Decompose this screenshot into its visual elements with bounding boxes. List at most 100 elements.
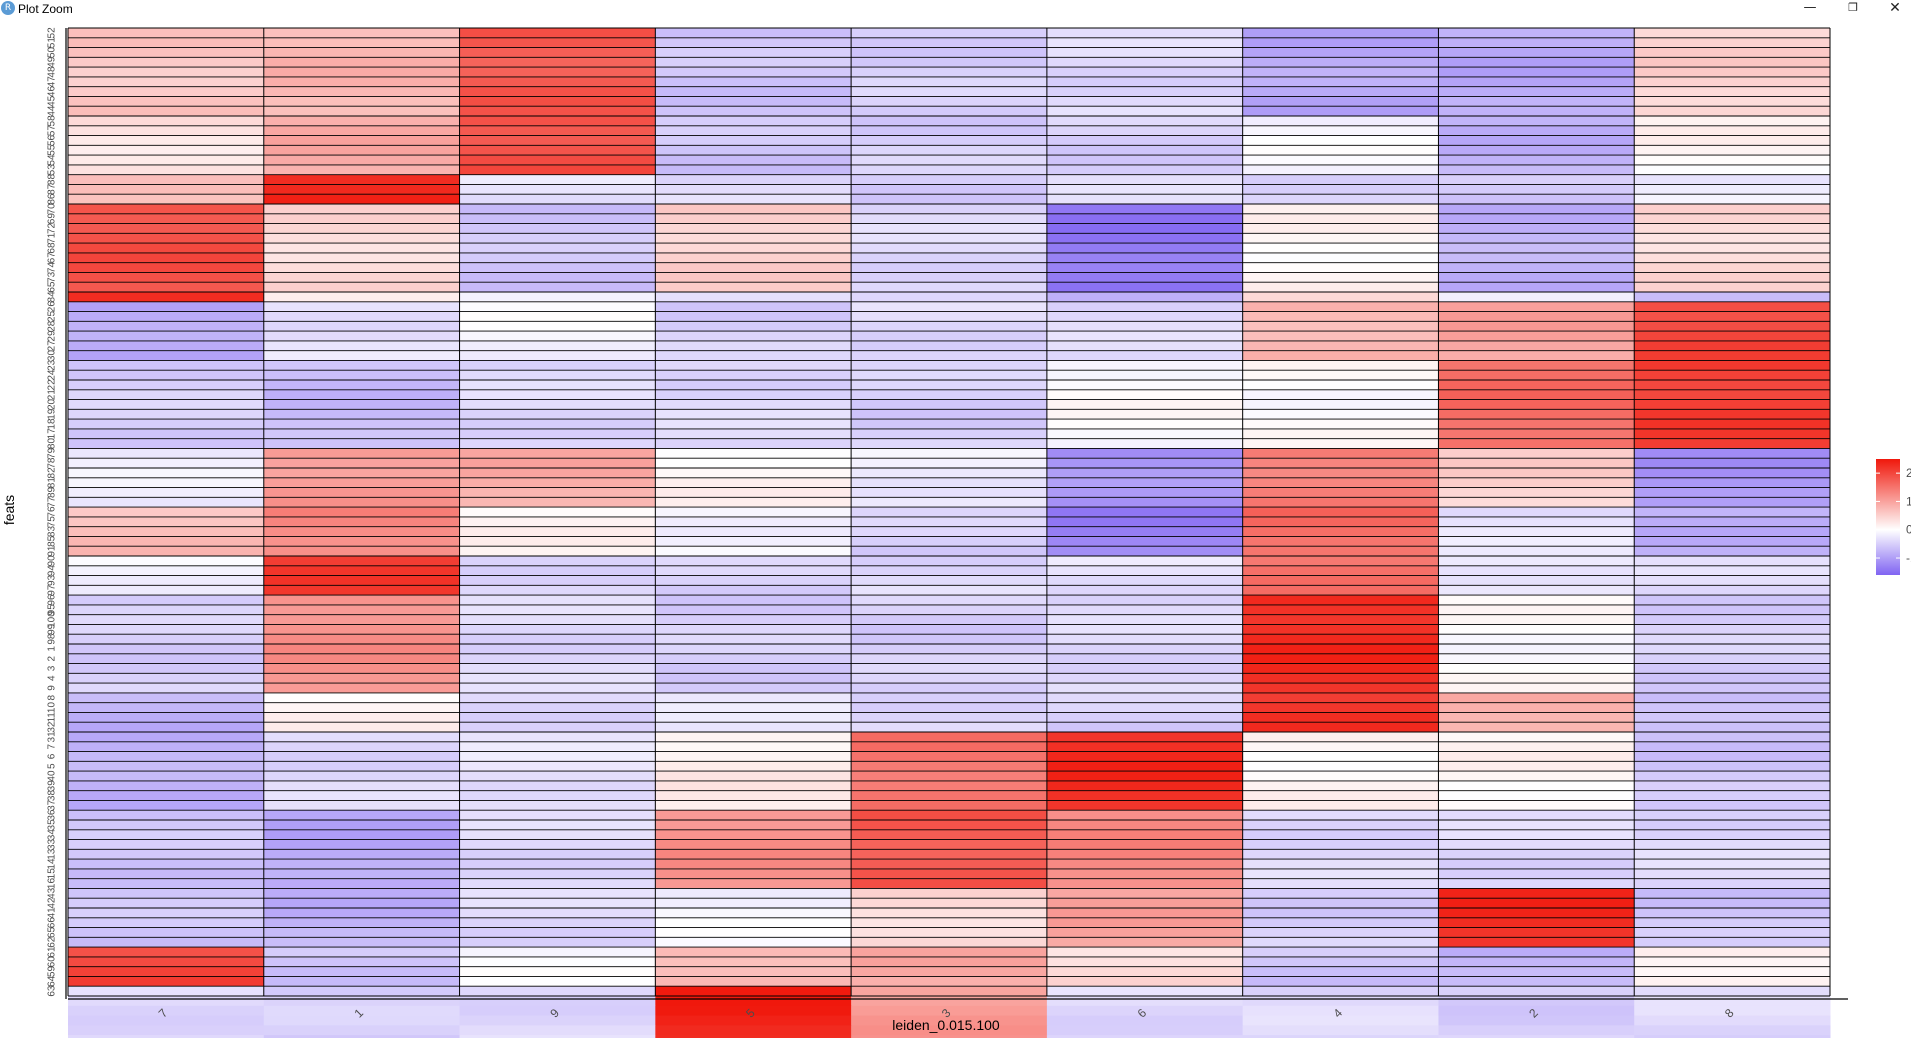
heatmap-cell xyxy=(263,839,461,850)
heatmap-cell xyxy=(68,956,265,968)
heatmap-cell xyxy=(655,458,852,469)
heatmap-cell xyxy=(851,350,1048,361)
heatmap-cell xyxy=(1046,888,1244,899)
heatmap-cell xyxy=(68,663,265,674)
y-tick-label: 33 xyxy=(47,838,58,850)
heatmap-cell xyxy=(1046,800,1244,811)
heatmap-cell xyxy=(1046,644,1244,655)
heatmap-cell xyxy=(851,937,1048,948)
heatmap-cells xyxy=(68,28,1831,1038)
y-tick-label: 66 xyxy=(47,917,58,929)
heatmap-cell xyxy=(1634,282,1831,293)
heatmap-cell xyxy=(263,663,461,674)
heatmap-cell xyxy=(851,702,1048,713)
heatmap-cell xyxy=(1242,947,1439,958)
heatmap-cell xyxy=(1242,614,1439,625)
legend-colorbar xyxy=(1876,459,1900,575)
heatmap-cell xyxy=(68,634,265,645)
heatmap-cell xyxy=(655,1005,852,1017)
y-tick-label: 47 xyxy=(47,76,58,88)
heatmap-cell xyxy=(1242,702,1439,713)
heatmap-cell xyxy=(655,243,852,254)
heatmap-cell xyxy=(459,184,656,195)
y-tick-label: 32 xyxy=(47,721,58,733)
heatmap-cell xyxy=(1438,86,1635,97)
heatmap-cell xyxy=(1046,47,1244,58)
restore-button[interactable]: ❐ xyxy=(1848,1,1858,14)
heatmap-cell xyxy=(1438,116,1635,127)
heatmap-cell xyxy=(655,839,852,850)
y-tick-label: 74 xyxy=(47,262,58,274)
heatmap-cell xyxy=(1242,174,1439,185)
heatmap-cell xyxy=(1634,917,1831,929)
heatmap-cell xyxy=(459,311,656,322)
y-tick-label: 18 xyxy=(47,418,58,430)
heatmap-cell xyxy=(1046,321,1244,332)
heatmap-cell xyxy=(68,673,265,684)
heatmap-cell xyxy=(851,57,1048,68)
y-tick-label: 21 xyxy=(47,389,58,401)
heatmap-cell xyxy=(1046,428,1244,440)
heatmap-cell xyxy=(655,76,852,88)
heatmap-cell xyxy=(263,252,461,264)
heatmap-cell xyxy=(851,849,1048,860)
heatmap-cell xyxy=(655,927,852,938)
heatmap-cell xyxy=(851,556,1048,567)
heatmap-cell xyxy=(263,800,461,811)
heatmap-cell xyxy=(1438,477,1635,489)
heatmap-cell xyxy=(1242,780,1439,792)
heatmap-cell xyxy=(851,272,1048,283)
heatmap-cell xyxy=(1242,859,1439,870)
heatmap-cell xyxy=(1438,956,1635,968)
heatmap-cell xyxy=(851,516,1048,528)
heatmap-cell xyxy=(1046,135,1244,146)
heatmap-cell xyxy=(459,86,656,97)
heatmap-cell xyxy=(459,174,656,185)
heatmap-cell xyxy=(68,712,265,723)
heatmap-cell xyxy=(1242,507,1439,518)
heatmap-cell xyxy=(655,878,852,889)
heatmap-cell xyxy=(1046,1015,1244,1026)
heatmap-cell xyxy=(655,761,852,772)
heatmap-cell xyxy=(459,595,656,606)
heatmap-cell xyxy=(68,771,265,782)
heatmap-cell xyxy=(1634,321,1831,332)
heatmap-cell xyxy=(1046,712,1244,723)
legend-tick-label: 1 xyxy=(1906,494,1911,508)
heatmap-cell xyxy=(68,86,265,97)
y-tick-label: 83 xyxy=(47,526,58,538)
heatmap-cell xyxy=(1046,1035,1244,1038)
heatmap-cell xyxy=(1242,956,1439,968)
heatmap-cell xyxy=(1242,252,1439,264)
heatmap-cell xyxy=(68,47,265,58)
y-tick-label: 49 xyxy=(47,56,58,68)
heatmap-cell xyxy=(1046,96,1244,107)
y-tick-label: 41 xyxy=(47,907,58,919)
heatmap-cell xyxy=(68,1015,265,1026)
heatmap-cell xyxy=(459,164,656,176)
heatmap-cell xyxy=(263,28,461,39)
heatmap-cell xyxy=(1634,380,1831,391)
heatmap-cell xyxy=(459,516,656,528)
close-button[interactable]: ✕ xyxy=(1889,0,1901,16)
heatmap-cell xyxy=(459,859,656,870)
heatmap-cell xyxy=(263,292,461,303)
heatmap-cell xyxy=(851,683,1048,694)
heatmap-cell xyxy=(459,321,656,332)
heatmap-cell xyxy=(1634,966,1831,977)
heatmap-cell xyxy=(263,37,461,49)
y-tick-label: 8 xyxy=(47,695,58,701)
heatmap-cell xyxy=(1634,86,1831,97)
heatmap-cell xyxy=(1634,868,1831,880)
heatmap-cell xyxy=(1634,155,1831,166)
heatmap-cell xyxy=(1046,204,1244,215)
heatmap-cell xyxy=(851,634,1048,645)
heatmap-cell xyxy=(68,438,265,449)
heatmap-cell xyxy=(1438,360,1635,371)
heatmap-cell xyxy=(263,878,461,889)
heatmap-cell xyxy=(1634,526,1831,537)
minimize-button[interactable]: — xyxy=(1803,0,1817,15)
heatmap-cell xyxy=(1046,556,1244,567)
heatmap-cell xyxy=(1438,556,1635,567)
